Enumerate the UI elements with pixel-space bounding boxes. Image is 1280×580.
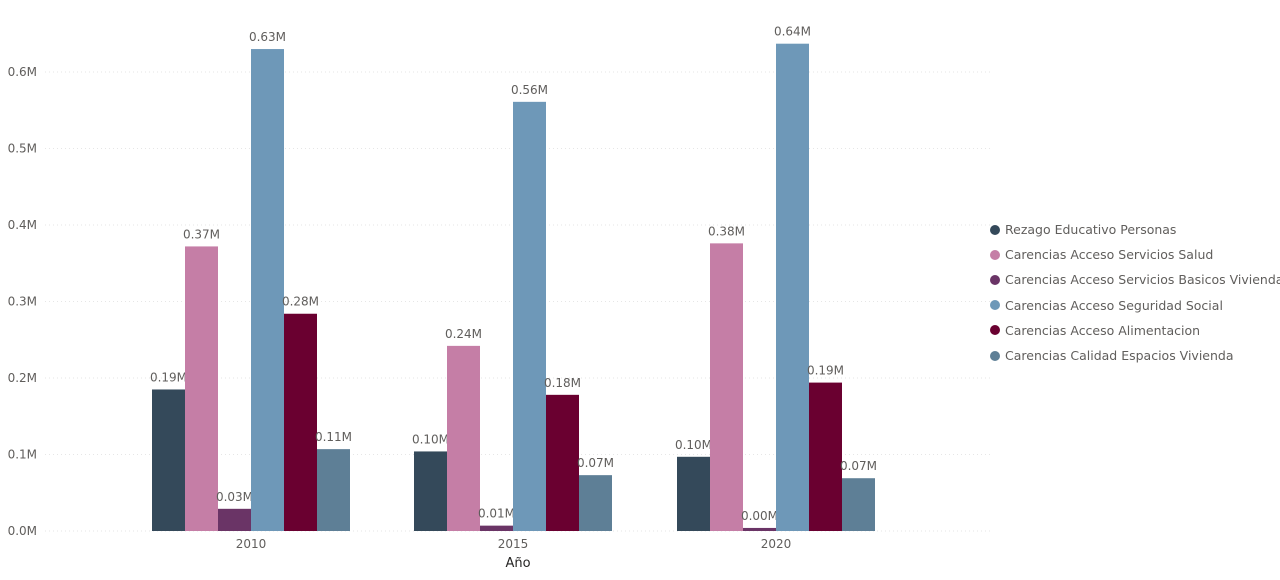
bar-carencias-acceso-seguridad-social-2015[interactable] [513,101,546,532]
data-label: 0.28M [282,295,319,309]
legend-item-5[interactable]: Carencias Calidad Espacios Vivienda [990,343,1280,368]
y-tick-label: 0.1M [8,448,37,462]
legend-dot-icon [990,300,1000,311]
data-label: 0.10M [675,438,712,452]
bar-rezago-educativo-personas-2020[interactable] [677,456,710,531]
data-label: 0.11M [315,430,352,444]
x-tick-label-2010: 2010 [236,537,267,551]
bar-carencias-acceso-alimentacion-2010[interactable] [284,313,317,531]
data-label: 0.00M [741,509,778,523]
bar-rezago-educativo-personas-2010[interactable] [152,389,185,531]
data-label: 0.07M [577,456,614,470]
bar-carencias-calidad-espacios-vivienda-2010[interactable] [317,449,350,531]
y-tick-label: 0.4M [8,218,37,232]
legend: Rezago Educativo Personas Carencias Acces… [990,217,1280,368]
data-label: 0.56M [511,83,548,97]
bar-carencias-acceso-servicios-salud-2010[interactable] [185,246,218,532]
bar-carencias-calidad-espacios-vivienda-2020[interactable] [842,478,875,531]
data-label: 0.38M [708,224,745,238]
bar-carencias-acceso-servicios-basicos-vivienda-2010[interactable] [218,508,251,531]
x-tick-label-2020: 2020 [761,537,792,551]
data-label: 0.10M [412,432,449,446]
y-tick-label: 0.3M [8,295,37,309]
x-axis-title: Año [505,556,530,571]
legend-dot-icon [990,350,1000,361]
legend-label: Carencias Calidad Espacios Vivienda [1005,348,1234,364]
bar-carencias-acceso-alimentacion-2020[interactable] [809,382,842,531]
bar-carencias-calidad-espacios-vivienda-2015[interactable] [579,475,612,531]
legend-label: Carencias Acceso Seguridad Social [1005,297,1223,313]
data-label: 0.03M [216,490,253,504]
bar-carencias-acceso-servicios-salud-2020[interactable] [710,243,743,532]
data-label: 0.07M [840,459,877,473]
bar-carencias-acceso-seguridad-social-2020[interactable] [776,43,809,531]
x-tick-label-2015: 2015 [498,537,529,551]
data-label: 0.64M [774,25,811,39]
legend-item-4[interactable]: Carencias Acceso Alimentacion [990,318,1280,343]
data-label: 0.19M [807,364,844,378]
legend-dot-icon [990,325,1000,336]
bar-carencias-acceso-servicios-salud-2015[interactable] [447,345,480,531]
data-label: 0.19M [150,370,187,384]
data-label: 0.18M [544,376,581,390]
legend-item-2[interactable]: Carencias Acceso Servicios Basicos Vivie… [990,267,1280,292]
legend-label: Rezago Educativo Personas [1005,222,1177,238]
y-tick-label: 0.6M [8,65,37,79]
y-tick-label: 0.5M [8,142,37,156]
bar-carencias-acceso-seguridad-social-2010[interactable] [251,49,284,532]
data-label: 0.63M [249,30,286,44]
y-tick-label: 0.2M [8,371,37,385]
bar-carencias-acceso-alimentacion-2015[interactable] [546,394,579,531]
legend-label: Carencias Acceso Servicios Basicos Vivie… [1005,272,1280,288]
y-tick-label: 0.0M [8,524,37,538]
legend-item-3[interactable]: Carencias Acceso Seguridad Social [990,293,1280,318]
data-label: 0.24M [445,327,482,341]
data-label: 0.01M [478,507,515,521]
legend-label: Carencias Acceso Alimentacion [1005,322,1201,338]
bar-rezago-educativo-personas-2015[interactable] [414,451,447,531]
legend-item-0[interactable]: Rezago Educativo Personas [990,217,1280,242]
legend-dot-icon [990,249,1000,260]
bar-carencias-acceso-servicios-basicos-vivienda-2020[interactable] [743,527,776,531]
legend-label: Carencias Acceso Servicios Salud [1005,247,1214,263]
legend-item-1[interactable]: Carencias Acceso Servicios Salud [990,242,1280,267]
legend-dot-icon [990,224,1000,235]
bar-carencias-acceso-servicios-basicos-vivienda-2015[interactable] [480,525,513,531]
legend-dot-icon [990,274,1000,285]
data-label: 0.37M [183,227,220,241]
